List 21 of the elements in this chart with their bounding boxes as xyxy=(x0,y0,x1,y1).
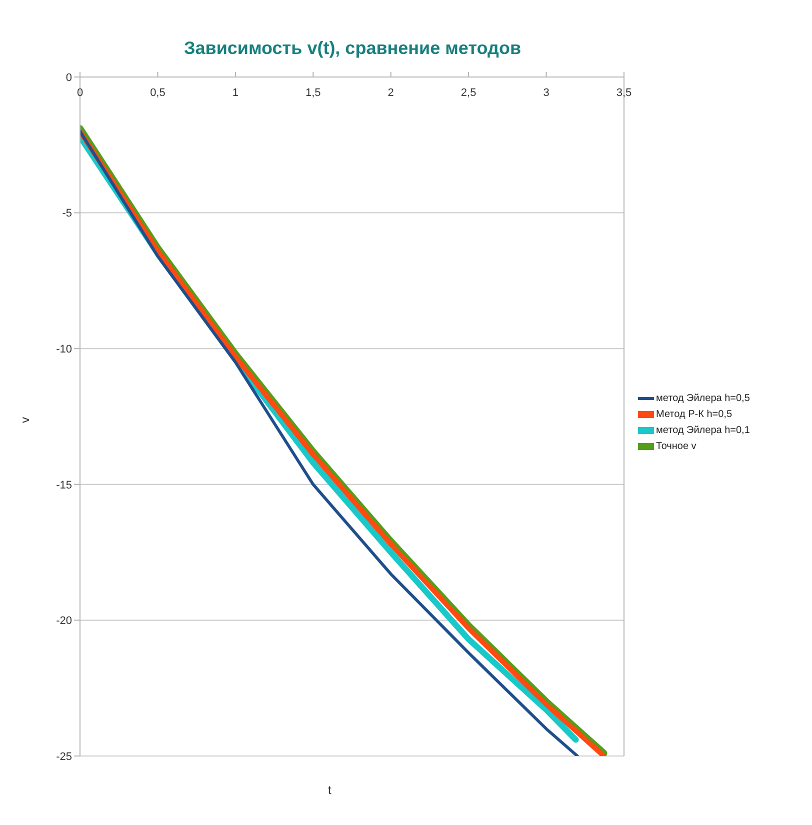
x-tick-label: 0,5 xyxy=(150,87,166,99)
x-tick-label: 2 xyxy=(388,87,394,99)
y-tick-label: -15 xyxy=(56,479,72,492)
x-axis-title: t xyxy=(328,783,332,797)
x-tick-label: 3 xyxy=(543,87,550,99)
x-tick-label: 1 xyxy=(232,87,238,99)
y-tick-label: -5 xyxy=(62,208,72,220)
y-axis-title: v xyxy=(18,417,32,423)
legend-label: метод Эйлера h=0,5 xyxy=(656,392,750,404)
y-tick-label: -20 xyxy=(56,615,72,628)
legend-label: Метод Р-К h=0,5 xyxy=(656,408,732,420)
y-tick-label: -10 xyxy=(56,344,72,356)
x-tick-label: 0 xyxy=(76,87,84,99)
x-tick-label: 2,5 xyxy=(460,87,476,99)
y-tick-label: 0 xyxy=(66,72,72,84)
legend-label: метод Эйлера h=0,1 xyxy=(656,424,750,436)
x-tick-label: 3,5 xyxy=(616,87,632,99)
legend-label: Точное v xyxy=(656,440,696,452)
y-tick-label: -25 xyxy=(56,750,72,763)
chart-title: Зависимость v(t), сравнение методов xyxy=(182,38,522,59)
x-tick-label: 1,5 xyxy=(305,87,321,99)
